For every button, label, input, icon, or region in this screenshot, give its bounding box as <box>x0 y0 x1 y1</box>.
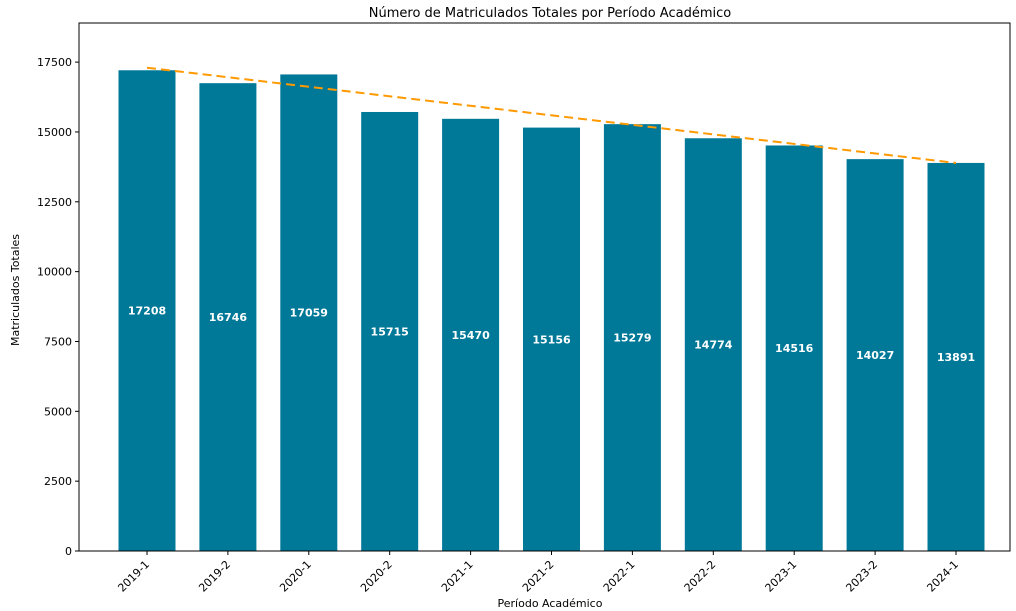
bar-value-label: 15156 <box>532 333 571 346</box>
bar-value-label: 16746 <box>209 311 248 324</box>
bar <box>199 83 257 552</box>
y-tick-label: 10000 <box>37 266 72 279</box>
x-tick-label: 2023-2 <box>843 558 880 595</box>
x-axis-label: Período Académico <box>498 597 603 610</box>
x-tick-label: 2023-1 <box>763 558 800 595</box>
trend-line <box>146 66 957 164</box>
plot-frame <box>78 22 1011 552</box>
y-tick-label: 0 <box>65 545 72 558</box>
bar <box>603 124 661 552</box>
bar <box>523 127 580 551</box>
bar-value-label: 17059 <box>290 307 328 320</box>
x-tick-label: 2022-1 <box>601 558 638 595</box>
bar-value-label: 17208 <box>128 305 166 318</box>
chart-title: Número de Matriculados Totales por Perío… <box>369 6 731 21</box>
x-axis: 2019-1 2019-2 2020-1 2020-2 2021-1 2021-2 2022… <box>115 551 961 595</box>
x-tick-label: 2019-2 <box>196 558 233 595</box>
y-tick-label: 2500 <box>44 475 72 488</box>
bars <box>118 70 985 552</box>
bar-value-label: 15470 <box>451 329 490 342</box>
x-tick-label: 2020-2 <box>358 558 395 595</box>
y-axis: 0 2500 5000 7500 10000 12500 15000 17500 <box>37 56 79 558</box>
y-axis-label: Matriculados Totales <box>9 234 22 346</box>
y-tick-label: 12500 <box>37 196 72 209</box>
bar <box>846 159 904 552</box>
bar-value-labels: 17208 16746 17059 15715 15470 15156 15279 14774… <box>128 305 975 364</box>
x-tick-label: 2024-1 <box>924 558 961 595</box>
bar <box>118 70 176 552</box>
y-tick-label: 17500 <box>37 56 72 69</box>
bar <box>684 138 742 551</box>
bar-value-label: 13891 <box>937 351 975 364</box>
bar <box>442 118 500 552</box>
bar-value-label: 14774 <box>694 339 733 352</box>
trend-line-group <box>146 66 957 164</box>
bar <box>765 145 823 552</box>
bar <box>927 162 985 552</box>
bar <box>361 111 419 551</box>
x-tick-label: 2021-1 <box>439 558 476 595</box>
bar-value-label: 14516 <box>775 342 814 355</box>
x-tick-label: 2021-2 <box>520 558 557 595</box>
y-tick-label: 7500 <box>44 335 72 348</box>
x-tick-label: 2019-1 <box>115 558 152 595</box>
bar-value-label: 14027 <box>856 349 894 362</box>
x-tick-label: 2020-1 <box>277 558 314 595</box>
x-tick-label: 2022-2 <box>682 558 719 595</box>
y-tick-label: 5000 <box>44 405 72 418</box>
bar <box>280 74 338 551</box>
bar-value-label: 15715 <box>371 325 409 338</box>
bar-value-label: 15279 <box>613 332 651 345</box>
y-tick-label: 15000 <box>37 126 72 139</box>
